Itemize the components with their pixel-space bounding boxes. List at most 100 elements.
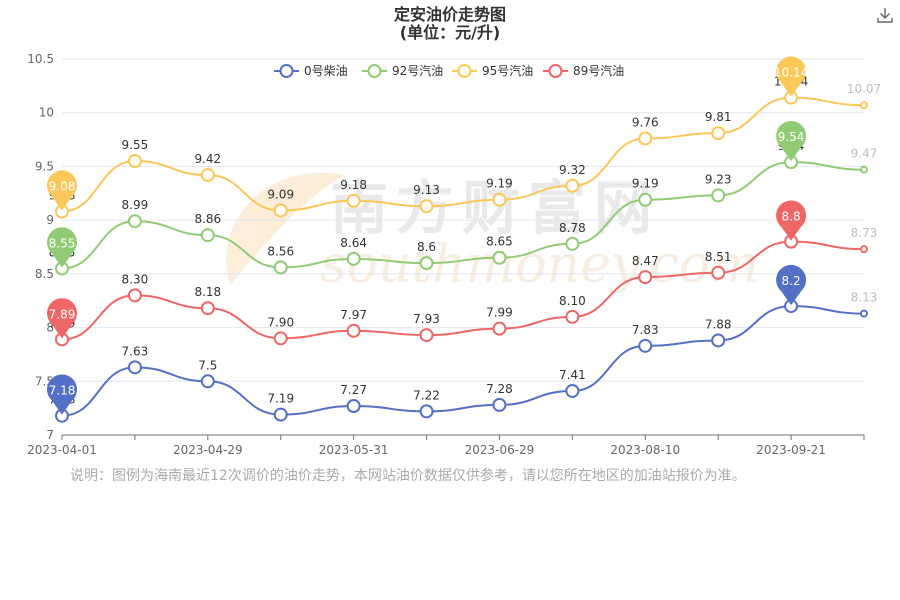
pins-layer: 7.18 8.2 8.55 9.54 9.08 10.14 7.89 8.8 <box>47 56 808 415</box>
data-point[interactable] <box>565 178 580 193</box>
x-tick-label: 2023-04-01 <box>27 443 97 457</box>
data-point[interactable] <box>638 338 653 353</box>
legend: 0号柴油 92号汽油 95号汽油 89号汽油 <box>274 63 624 78</box>
y-tick-label: 8 <box>46 321 54 335</box>
data-point[interactable] <box>200 228 215 243</box>
series-line <box>61 305 865 417</box>
data-label: 9.42 <box>194 152 221 166</box>
legend-label: 95号汽油 <box>482 63 533 78</box>
legend-item[interactable]: 89号汽油 <box>543 63 624 78</box>
data-point[interactable] <box>860 245 868 254</box>
data-point[interactable] <box>638 192 653 207</box>
data-point[interactable] <box>346 193 361 208</box>
data-point[interactable] <box>492 192 507 207</box>
data-label: 9.55 <box>122 138 149 152</box>
data-point[interactable] <box>200 168 215 183</box>
data-label: 8.6 <box>417 240 436 254</box>
data-point[interactable] <box>860 101 868 110</box>
legend-item[interactable]: 95号汽油 <box>452 63 533 78</box>
data-label: 7.83 <box>632 323 659 337</box>
data-label: 8.47 <box>632 254 659 268</box>
chart-subtitle: (单位：元/升) <box>400 23 500 42</box>
data-point[interactable] <box>127 288 142 303</box>
data-label: 7.93 <box>413 312 440 326</box>
x-tick-label: 2023-08-10 <box>610 443 680 457</box>
y-tick-label: 9.5 <box>35 159 54 173</box>
axes: 2023-04-01 2023-04-29 2023-05-31 2023-06-29… <box>27 434 865 457</box>
data-point[interactable] <box>638 131 653 146</box>
marker-pin: 7.18 <box>47 374 77 415</box>
data-label: 9.32 <box>559 163 586 177</box>
x-tick-label: 2023-06-29 <box>465 443 535 457</box>
marker-pin-shape <box>776 264 807 306</box>
y-tick-label: 10 <box>39 106 54 120</box>
data-point[interactable] <box>565 383 580 398</box>
data-label: 9.47 <box>851 147 878 161</box>
data-point[interactable] <box>127 154 142 169</box>
data-point[interactable] <box>565 309 580 324</box>
data-point[interactable] <box>419 256 434 271</box>
data-label: 8.10 <box>559 294 586 308</box>
data-label: 7.41 <box>559 368 586 382</box>
series-line <box>61 240 865 341</box>
data-point[interactable] <box>200 301 215 316</box>
data-point[interactable] <box>492 397 507 412</box>
data-point[interactable] <box>711 333 726 348</box>
data-point[interactable] <box>711 188 726 203</box>
download-icon[interactable] <box>876 6 894 24</box>
legend-item[interactable]: 0号柴油 <box>274 64 348 78</box>
marker-pin: 9.54 <box>776 120 807 162</box>
data-label: 9.81 <box>705 110 732 124</box>
data-point[interactable] <box>711 126 726 141</box>
marker-pin: 8.2 <box>776 264 807 306</box>
data-point[interactable] <box>419 328 434 343</box>
data-label: 9.76 <box>632 115 659 129</box>
data-label: 8.30 <box>122 272 149 286</box>
marker-pin: 8.8 <box>776 200 807 241</box>
data-point[interactable] <box>273 203 288 218</box>
legend-marker <box>279 64 294 78</box>
data-point[interactable] <box>346 323 361 338</box>
data-point[interactable] <box>860 309 868 318</box>
data-point[interactable] <box>492 250 507 265</box>
marker-pin-shape <box>47 227 77 268</box>
marker-pin-shape <box>776 200 807 241</box>
x-tick-label: 2023-04-29 <box>173 443 243 457</box>
data-point[interactable] <box>127 360 142 375</box>
data-point[interactable] <box>711 265 726 280</box>
marker-pin-label: 7.89 <box>49 307 76 321</box>
data-point[interactable] <box>273 331 288 346</box>
legend-label: 0号柴油 <box>304 64 348 78</box>
y-tick-label: 9 <box>46 213 54 227</box>
watermark: 南方财富网 southmoney.com <box>226 172 760 295</box>
data-label: 9.19 <box>486 177 513 191</box>
data-point[interactable] <box>127 214 142 229</box>
data-point[interactable] <box>273 260 288 275</box>
watermark-logo-text: 南方财富网 <box>330 174 660 242</box>
data-label: 8.78 <box>559 221 586 235</box>
marker-pin-label: 8.55 <box>49 236 76 250</box>
data-point[interactable] <box>860 165 868 174</box>
data-point[interactable] <box>200 374 215 389</box>
data-point[interactable] <box>346 251 361 266</box>
data-point[interactable] <box>492 321 507 336</box>
legend-item[interactable]: 92号汽油 <box>362 63 443 78</box>
data-point[interactable] <box>419 199 434 214</box>
legend-label: 92号汽油 <box>392 63 443 78</box>
data-point[interactable] <box>565 236 580 251</box>
data-point[interactable] <box>638 270 653 285</box>
legend-label: 89号汽油 <box>573 63 624 78</box>
data-point[interactable] <box>346 398 361 413</box>
data-label: 7.63 <box>122 344 149 358</box>
grid: 7 7.5 8 8.5 9 9.5 10 10.5 <box>27 52 864 442</box>
marker-pin-shape <box>47 298 77 339</box>
data-point[interactable] <box>273 407 288 422</box>
data-point[interactable] <box>419 404 434 419</box>
x-tick-label: 2023-05-31 <box>319 443 389 457</box>
data-label: 7.88 <box>705 317 732 331</box>
data-label: 9.18 <box>340 178 367 192</box>
data-label: 7.27 <box>340 383 367 397</box>
y-tick-label: 8.5 <box>35 267 54 281</box>
y-tick-label: 10.5 <box>27 52 54 66</box>
